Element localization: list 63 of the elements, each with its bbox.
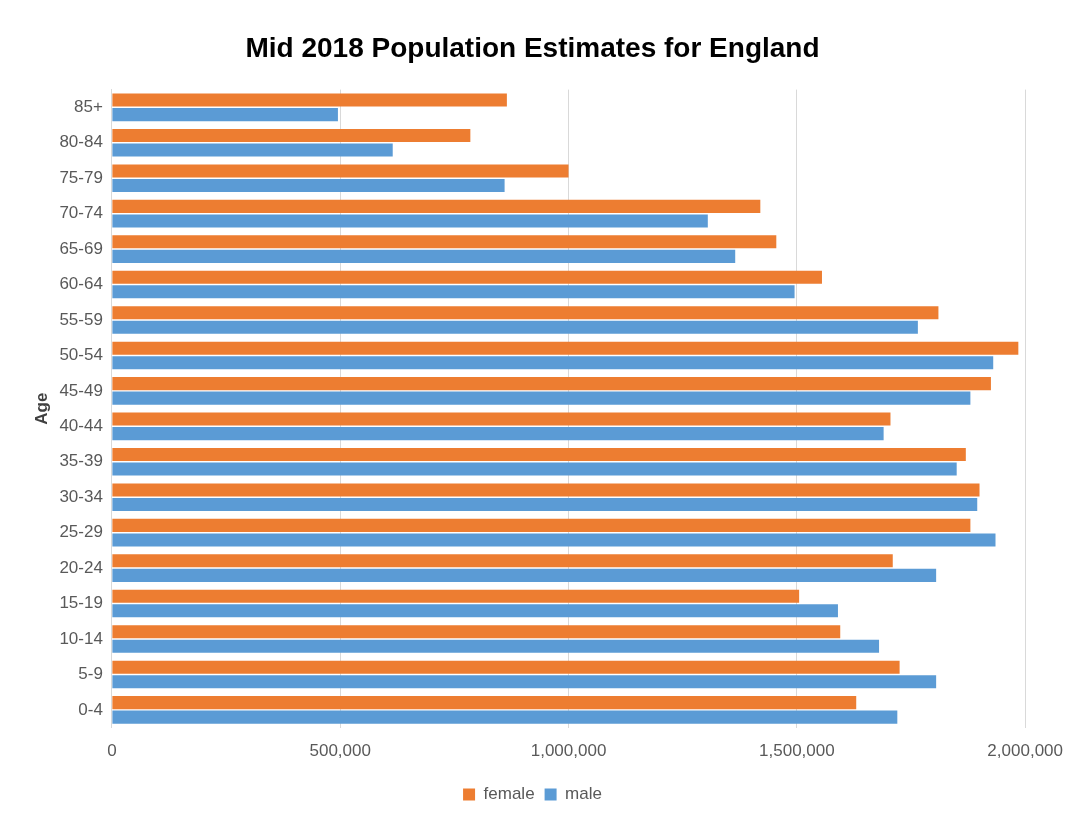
y-tick-label: 5-9 xyxy=(78,664,103,684)
bar xyxy=(112,604,838,618)
y-tick-label: 75-79 xyxy=(59,167,103,187)
x-tick-label: 1,500,000 xyxy=(759,741,835,761)
bar xyxy=(112,568,937,582)
legend-label: male xyxy=(565,784,602,804)
y-tick-label: 80-84 xyxy=(59,132,103,152)
bar xyxy=(112,447,966,462)
bar xyxy=(112,270,822,284)
legend-label: female xyxy=(483,784,535,804)
bar xyxy=(112,554,893,568)
bar xyxy=(112,249,736,263)
y-tick-label: 45-49 xyxy=(59,380,103,400)
y-tick-label: 65-69 xyxy=(59,238,103,258)
bar xyxy=(112,178,505,193)
bar xyxy=(112,306,939,320)
x-tick-label: 1,000,000 xyxy=(530,741,607,761)
x-tick-label: 2,000,000 xyxy=(987,741,1064,761)
bar xyxy=(112,696,857,710)
bar xyxy=(112,483,980,497)
bar xyxy=(112,320,918,334)
bar xyxy=(112,462,957,476)
bar xyxy=(112,128,471,143)
y-tick-label: 0-4 xyxy=(78,699,103,719)
x-tick-label: 0 xyxy=(107,741,117,761)
bar xyxy=(112,391,971,405)
y-tick-label: 70-74 xyxy=(59,203,103,223)
y-tick-label: 20-24 xyxy=(59,557,103,577)
bar xyxy=(112,675,937,689)
chart-title: Mid 2018 Population Estimates for England xyxy=(245,31,820,63)
bar xyxy=(112,533,996,547)
y-tick-label: 15-19 xyxy=(59,593,103,613)
bar xyxy=(112,108,338,122)
y-tick-label: 85+ xyxy=(74,97,103,117)
bar xyxy=(112,518,971,532)
bar xyxy=(112,412,891,426)
bar xyxy=(112,93,507,107)
bar xyxy=(112,710,898,724)
x-tick-label: 500,000 xyxy=(309,741,371,761)
y-tick-label: 55-59 xyxy=(59,309,103,329)
y-tick-label: 10-14 xyxy=(59,628,103,648)
y-tick-label: 40-44 xyxy=(59,416,103,436)
y-tick-label: 25-29 xyxy=(59,522,103,542)
y-axis-title: Age xyxy=(31,392,51,425)
y-tick-label: 35-39 xyxy=(59,451,103,471)
bar xyxy=(112,143,393,157)
bar xyxy=(112,356,994,370)
bar xyxy=(112,625,841,639)
bar xyxy=(112,285,795,299)
bar xyxy=(112,214,708,228)
y-tick-label: 50-54 xyxy=(59,345,103,365)
bar xyxy=(112,497,978,512)
y-tick-label: 30-34 xyxy=(59,486,103,506)
y-tick-label: 60-64 xyxy=(59,274,103,294)
bar xyxy=(112,427,884,441)
bar xyxy=(112,164,569,178)
bar xyxy=(112,235,777,249)
bar xyxy=(112,377,991,391)
bar xyxy=(112,199,761,213)
bar xyxy=(112,589,800,603)
bar xyxy=(112,660,900,674)
bar xyxy=(112,341,1019,355)
bar xyxy=(112,639,880,653)
